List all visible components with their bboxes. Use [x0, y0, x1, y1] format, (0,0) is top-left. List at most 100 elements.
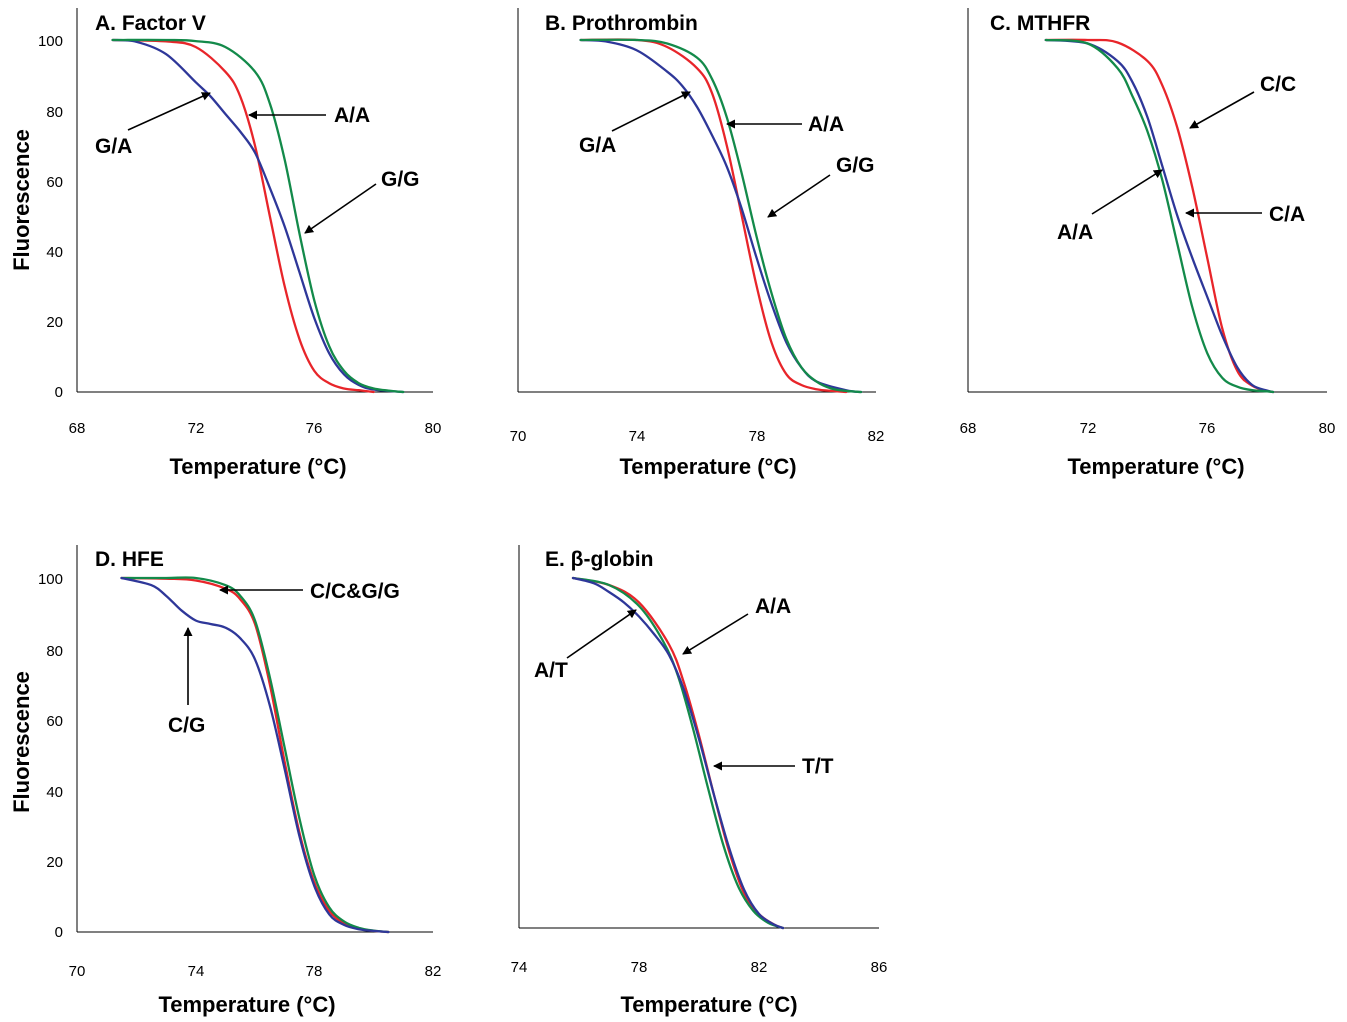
x-axis-label: Temperature (°C) [619, 454, 796, 479]
x-tick-label: 82 [425, 963, 442, 980]
plot-area [571, 576, 785, 930]
x-tick-labels: 74 78 82 86 [511, 959, 888, 976]
annotation-arrow [1189, 91, 1255, 129]
genotype-label-c-c: C/C [1260, 73, 1296, 96]
y-tick-label: 40 [46, 784, 63, 801]
series-blue-line [1044, 38, 1275, 394]
genotype-label-a-a: A/A [755, 595, 791, 618]
y-tick-labels: 0 20 40 60 80 100 [38, 33, 63, 401]
panel-title: E. β-globin [545, 548, 653, 571]
x-tick-label: 78 [631, 959, 648, 976]
x-tick-label: 74 [511, 959, 528, 976]
x-tick-label: 70 [69, 963, 86, 980]
x-axis-label: Temperature (°C) [1067, 454, 1244, 479]
genotype-label-c-g: C/G [168, 714, 205, 737]
plot-area [1044, 38, 1275, 394]
annotation-arrow [127, 92, 211, 131]
x-tick-label: 72 [1080, 420, 1097, 437]
y-tick-label: 80 [46, 643, 63, 660]
y-tick-labels: 0 20 40 60 80 100 [38, 571, 63, 941]
annotation-arrow [611, 91, 691, 132]
annotation-arrow [682, 613, 749, 655]
y-tick-label: 40 [46, 244, 63, 261]
genotype-label-c-a: C/A [1269, 203, 1305, 226]
annotations: C/C A/A C/A [1057, 73, 1305, 244]
x-tick-label: 80 [425, 420, 442, 437]
panel-title: B. Prothrombin [545, 12, 698, 35]
y-tick-label: 60 [46, 713, 63, 730]
axes [76, 545, 433, 933]
series-blue-line [571, 576, 785, 930]
panel-mthfr: C. MTHFR 68 72 76 80 Temperature (°C) C/… [960, 8, 1336, 479]
y-tick-label: 0 [55, 924, 63, 941]
x-axis-label: Temperature (°C) [158, 992, 335, 1017]
annotation-arrow [566, 609, 637, 659]
genotype-label-cc-gg: C/C&G/G [310, 580, 400, 603]
panel-title: D. HFE [95, 548, 164, 571]
annotation-arrow [767, 174, 831, 218]
y-tick-label: 20 [46, 314, 63, 331]
series-red-line [120, 576, 390, 934]
x-tick-label: 74 [629, 428, 646, 445]
y-tick-label: 100 [38, 571, 63, 588]
series-green-line [1044, 38, 1275, 394]
genotype-label-t-t: T/T [802, 755, 834, 778]
annotations: C/C&G/G C/G [168, 580, 400, 737]
y-tick-label: 20 [46, 854, 63, 871]
panel-hfe: D. HFE 0 20 40 60 80 100 70 74 78 82 Tem… [9, 545, 441, 1017]
series-blue-line [120, 576, 390, 934]
x-tick-label: 70 [510, 428, 527, 445]
x-tick-labels: 70 74 78 82 [69, 963, 442, 980]
annotations: G/A A/A G/G [579, 91, 875, 218]
genotype-label-g-g: G/G [836, 154, 875, 177]
panel-title: A. Factor V [95, 12, 206, 35]
x-tick-label: 74 [188, 963, 205, 980]
x-tick-label: 82 [751, 959, 768, 976]
series-red-line [571, 576, 785, 930]
panel-prothrombin: B. Prothrombin 70 74 78 82 Temperature (… [510, 8, 885, 479]
y-axis-label: Fluorescence [9, 671, 34, 813]
series-green-line [571, 576, 785, 930]
series-green-line [120, 576, 390, 934]
y-axis-label: Fluorescence [9, 129, 34, 271]
x-tick-label: 68 [69, 420, 86, 437]
annotation-arrow [304, 183, 377, 234]
annotations: A/T A/A T/T [534, 595, 834, 778]
annotation-arrow [1091, 169, 1163, 215]
x-tick-label: 68 [960, 420, 977, 437]
plot-area [111, 38, 405, 394]
genotype-label-a-a: A/A [1057, 221, 1093, 244]
panel-factor-v: A. Factor V 0 20 40 60 80 100 68 72 76 8… [9, 8, 441, 479]
x-tick-label: 78 [749, 428, 766, 445]
x-tick-label: 76 [306, 420, 323, 437]
series-green-line [111, 38, 405, 394]
axes [517, 8, 876, 393]
series-red-line [111, 38, 375, 394]
y-tick-label: 0 [55, 384, 63, 401]
plot-area [120, 576, 390, 934]
series-green-line [579, 38, 863, 394]
series-blue-line [111, 38, 405, 394]
genotype-label-g-a: G/A [95, 135, 132, 158]
y-tick-label: 100 [38, 33, 63, 50]
x-axis-label: Temperature (°C) [620, 992, 797, 1017]
x-tick-label: 80 [1319, 420, 1336, 437]
plot-area [579, 38, 863, 394]
y-tick-label: 60 [46, 174, 63, 191]
genotype-label-g-a: G/A [579, 134, 616, 157]
x-tick-label: 72 [188, 420, 205, 437]
panel-title: C. MTHFR [990, 12, 1090, 35]
x-tick-label: 82 [868, 428, 885, 445]
panel-beta-globin: E. β-globin 74 78 82 86 Temperature (°C)… [511, 545, 888, 1017]
series-red-line [579, 38, 848, 394]
axes [76, 8, 433, 393]
x-tick-labels: 70 74 78 82 [510, 428, 885, 445]
axes [518, 545, 879, 929]
x-tick-label: 78 [306, 963, 323, 980]
x-tick-labels: 68 72 76 80 [960, 420, 1336, 437]
axes [967, 8, 1327, 393]
series-red-line [1044, 38, 1275, 394]
genotype-label-a-t: A/T [534, 659, 568, 682]
x-tick-labels: 68 72 76 80 [69, 420, 442, 437]
